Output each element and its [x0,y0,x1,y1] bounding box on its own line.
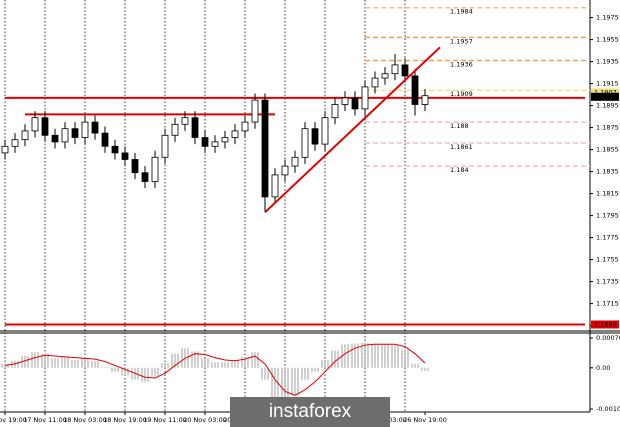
candle-body [331,104,339,119]
candle-body [171,123,179,136]
price-badge [591,320,619,329]
candle-body [341,97,349,105]
candle-body [121,152,129,160]
candle-body [111,145,119,154]
x-tick-label: 18 Nov 19:00 [103,416,147,424]
y-tick-label: 1.1775 [596,234,619,242]
candle-body [81,121,89,138]
candle-body [411,75,419,105]
candle-body [161,134,169,158]
y-tick-label: 1.1715 [596,300,619,308]
candle-body [321,117,329,145]
candle-body [231,130,239,138]
y2-tick-label: -0.00105 [596,405,620,413]
candle-body [371,77,379,88]
x-tick-label: 18 Nov 03:00 [63,416,107,424]
fib-label: 1.1984 [450,8,473,16]
candle-body [361,86,369,110]
price-badge-label: 1.1696 [594,321,617,329]
candle-body [381,73,389,79]
osc-signal [4,343,426,396]
price-badge [591,92,619,101]
candle-body [301,128,309,158]
candle-body [401,64,409,77]
candle-body [11,139,19,147]
candle-body [201,137,209,147]
y2-tick-label: 0.00 [596,364,610,372]
candle-body [21,130,29,141]
candle-body [141,172,149,182]
fib-label: 1.188 [450,122,469,130]
price-badge-label: 1.1903 [594,93,617,101]
candle-body [131,159,139,174]
x-tick-label: 17 Nov 11:00 [23,416,67,424]
y-tick-label: 1.1935 [596,58,619,66]
fib-label: 1.1957 [450,37,473,45]
y-tick-label: 1.1855 [596,146,619,154]
candle-body [1,145,9,154]
y-tick-label: 1.1915 [596,80,619,88]
fib-label: 1.184 [450,166,469,174]
candle-body [91,121,99,134]
candle-body [51,134,59,143]
candle-body [351,97,359,110]
candle-body [251,99,259,123]
candle-body [71,128,79,138]
candle-body [311,128,319,145]
candle-body [101,132,109,147]
x-tick-label: 16 Nov 19:00 [0,416,27,424]
candle-body [221,137,229,143]
y2-tick-label: 0.00076 [596,334,620,342]
candle-body [181,117,189,125]
watermark-bg [230,397,390,427]
candle-body [261,99,269,198]
price-badge-label: 1.1907 [594,88,617,96]
candle-body [151,156,159,182]
x-tick-label: 19 Nov 11:00 [143,416,187,424]
y-tick-label: 1.1975 [596,14,619,22]
candle-body [41,117,49,136]
candle-body [61,128,69,143]
y-tick-label: 1.1815 [596,190,619,198]
candle-body [191,117,199,138]
candle-body [281,165,289,176]
y-tick-label: 1.1795 [596,212,619,220]
y-tick-label: 1.1835 [596,168,619,176]
candle-body [241,121,249,132]
y-tick-label: 1.1895 [596,102,619,110]
price-badge [591,88,619,97]
candle-body [291,156,299,167]
fib-label: 1.1861 [450,143,473,151]
watermark: instaforex [269,401,352,422]
candles [1,53,429,213]
candle-body [421,95,429,105]
y-tick-label: 1.1735 [596,278,619,286]
fib-label: 1.1936 [450,61,473,69]
x-tick-label: 26 Nov 19:00 [403,416,447,424]
candle-body [211,141,219,147]
y-tick-label: 1.1875 [596,124,619,132]
candle-body [31,117,39,132]
candle-body [271,174,279,198]
x-tick-label: 20 Nov 03:00 [183,416,227,424]
trendline [264,46,441,214]
candle-body [391,64,399,75]
y-tick-label: 1.1755 [596,256,619,264]
fib-label: 1.1909 [450,90,473,98]
y-tick-label: 1.1955 [596,36,619,44]
